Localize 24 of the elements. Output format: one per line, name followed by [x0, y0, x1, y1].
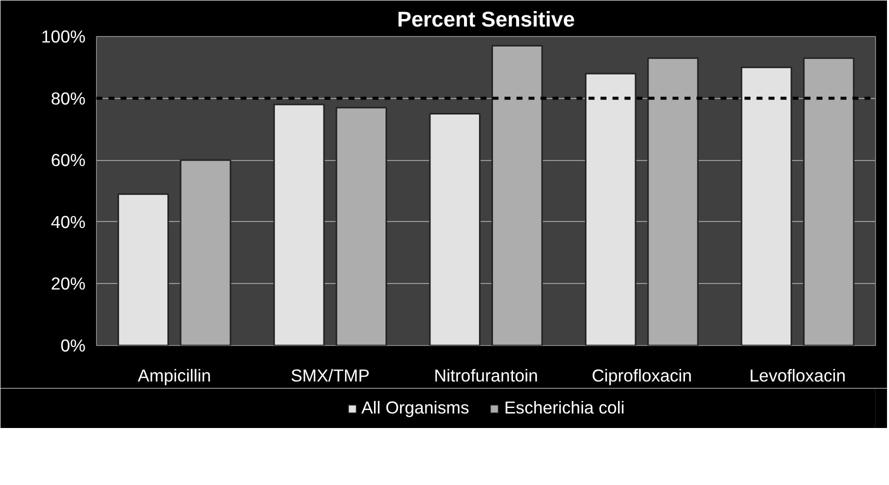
x-tick-label: Nitrofurantoin [434, 366, 538, 386]
bar [647, 57, 699, 346]
y-tick-label: 60% [50, 150, 86, 170]
bar [740, 66, 792, 346]
bar [491, 45, 543, 346]
y-tick-label: 20% [50, 274, 86, 294]
x-tick-label: Levofloxacin [749, 366, 846, 386]
bar [336, 106, 388, 346]
legend-label: Escherichia coli [504, 398, 625, 418]
bar [429, 113, 481, 346]
x-tick-label: SMX/TMP [290, 366, 370, 386]
bar [180, 159, 232, 346]
bar [118, 193, 169, 346]
chart-title: Percent Sensitive [397, 8, 576, 32]
bar [273, 104, 325, 346]
x-tick-label: Ciprofloxacin [592, 366, 692, 386]
x-tick-label: Ampicillin [138, 366, 211, 386]
legend-label: All Organisms [361, 398, 470, 418]
y-tick-label: 40% [50, 212, 86, 232]
y-tick-label: 100% [41, 26, 86, 46]
bar [584, 72, 636, 346]
y-tick-label: 80% [50, 88, 86, 108]
y-tick-label: 0% [60, 336, 86, 356]
bar [803, 57, 854, 346]
